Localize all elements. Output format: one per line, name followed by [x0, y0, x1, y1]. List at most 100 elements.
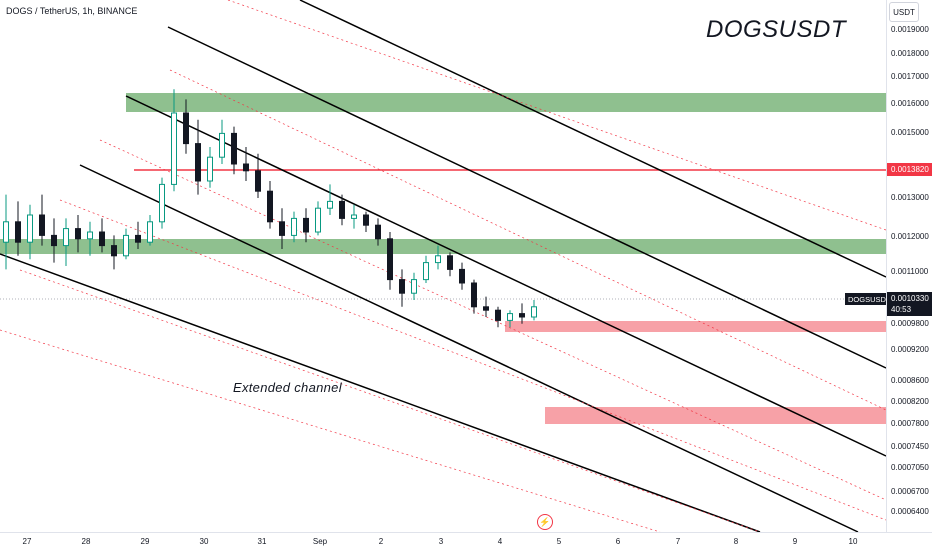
x-tick-label: 9 [793, 537, 798, 546]
channel-dotted-2 [169, 69, 887, 411]
candle-body [111, 245, 117, 257]
y-tick-label: 0.0015000 [891, 128, 929, 137]
candle-body [63, 228, 69, 247]
channel-line-2 [167, 26, 887, 369]
x-tick-label: 28 [82, 537, 91, 546]
candle-body [219, 132, 225, 158]
candle-body [363, 214, 369, 226]
symbol-badge-label: DOGSUSDT [848, 295, 891, 304]
channel-dotted-5 [19, 269, 761, 533]
x-tick-label: 27 [23, 537, 32, 546]
y-tick-label: 0.0006400 [891, 507, 929, 516]
channel-lines-layer [0, 0, 887, 533]
candle-body [531, 306, 537, 318]
axis-divider [886, 0, 887, 532]
x-axis: 27 28 29 30 31 Sep 2 3 4 5 6 7 8 9 10 [23, 537, 858, 546]
candle-body [339, 200, 345, 219]
candle-body [87, 231, 93, 240]
channel-line-5 [0, 253, 761, 533]
current-price-badge [887, 292, 932, 316]
y-tick-label: 0.0016000 [891, 99, 929, 108]
candle-body [507, 313, 513, 321]
candle-body [159, 183, 165, 223]
x-tick-label: 29 [141, 537, 150, 546]
x-tick-label: 31 [258, 537, 267, 546]
candle-body [135, 234, 141, 243]
event-flash-icon[interactable]: ⚡ [537, 514, 553, 530]
x-tick-label: 6 [616, 537, 621, 546]
candle-body [51, 234, 57, 247]
x-tick-label: 2 [379, 537, 384, 546]
channel-line-3 [125, 95, 887, 457]
x-tick-label: 8 [734, 537, 739, 546]
candle-body [495, 309, 501, 321]
candle-body [39, 214, 45, 236]
candle-body [255, 170, 261, 192]
supply-zone-green-top [126, 93, 886, 112]
zones-layer [0, 93, 886, 424]
time-axis-divider [0, 532, 932, 533]
candle-body [483, 306, 489, 311]
y-tick-label: 0.0012000 [891, 232, 929, 241]
y-axis: 0.0019000 0.0018000 0.0017000 0.0016000 0.00… [891, 25, 929, 516]
candle-body [435, 255, 441, 264]
candle-body [183, 112, 189, 145]
candle-body [471, 282, 477, 308]
candle-body [99, 231, 105, 247]
symbol-header: DOGS / TetherUS, 1h, BINANCE [6, 6, 138, 16]
candle-body [267, 190, 273, 223]
candle-body [279, 221, 285, 236]
symbol-badge [845, 293, 887, 305]
candle-body [195, 143, 201, 182]
y-tick-label: 0.0006700 [891, 487, 929, 496]
channel-dotted-1 [227, 0, 887, 231]
candle-body [147, 221, 153, 243]
candle-body [207, 156, 213, 182]
candle-body [423, 262, 429, 281]
countdown-label: 40:53 [891, 305, 912, 314]
candle-body [27, 214, 33, 243]
y-tick-label: 0.0008200 [891, 397, 929, 406]
current-price-label: 0.0010330 [891, 294, 929, 303]
channel-line-4 [79, 164, 859, 533]
y-tick-label: 0.0007450 [891, 442, 929, 451]
y-tick-label: 0.0013000 [891, 193, 929, 202]
candle-body [447, 255, 453, 270]
y-tick-label: 0.0007800 [891, 419, 929, 428]
y-tick-label: 0.0018000 [891, 49, 929, 58]
candle-body [231, 132, 237, 165]
demand-zone-red-2 [545, 407, 886, 424]
y-tick-label: 0.0009800 [891, 319, 929, 328]
x-tick-label: 3 [439, 537, 444, 546]
candle-body [291, 217, 297, 236]
x-tick-label: Sep [313, 537, 328, 546]
resistance-price-badge [887, 163, 932, 176]
candle-body [459, 268, 465, 284]
candle-body [123, 234, 129, 257]
resistance-price-label: 0.0013820 [891, 165, 929, 174]
candle-body [387, 238, 393, 281]
candle-body [375, 224, 381, 240]
channel-dotted-3 [99, 139, 887, 501]
price-labels-layer: 0.0013820 DOGSUSDT 0.0010330 40:53 [845, 163, 932, 316]
candle-body [171, 112, 177, 185]
x-tick-label: 10 [849, 537, 858, 546]
chart-watermark-title: DOGSUSDT [706, 16, 847, 43]
x-tick-label: 7 [676, 537, 681, 546]
candle-body [315, 207, 321, 233]
y-tick-label: 0.0017000 [891, 72, 929, 81]
y-tick-label: 0.0011000 [891, 267, 929, 276]
y-tick-label: 0.0019000 [891, 25, 929, 34]
candle-body [399, 279, 405, 294]
y-tick-label: 0.0007050 [891, 463, 929, 472]
y-tick-label: 0.0008600 [891, 376, 929, 385]
x-tick-label: 4 [498, 537, 503, 546]
candle-body [15, 221, 21, 243]
currency-button[interactable]: USDT [889, 2, 919, 22]
candle-body [243, 163, 249, 172]
channel-line-1 [299, 0, 887, 278]
candle-body [351, 214, 357, 219]
annotation-text: Extended channel [233, 380, 342, 395]
